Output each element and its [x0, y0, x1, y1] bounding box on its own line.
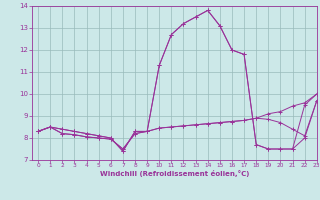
X-axis label: Windchill (Refroidissement éolien,°C): Windchill (Refroidissement éolien,°C) — [100, 170, 249, 177]
